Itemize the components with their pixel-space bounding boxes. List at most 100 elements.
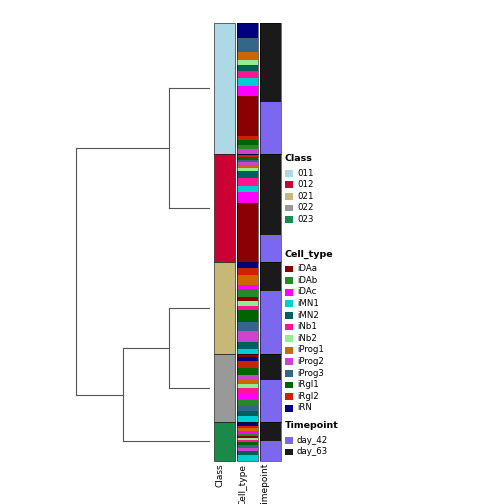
Bar [237, 368, 258, 375]
Text: iMN1: iMN1 [297, 299, 319, 308]
Text: iDAa: iDAa [297, 264, 317, 273]
Bar [285, 266, 293, 272]
Bar [260, 23, 281, 154]
Bar [260, 235, 281, 262]
Text: 021: 021 [297, 192, 313, 201]
Text: day_63: day_63 [297, 447, 328, 456]
Bar [214, 354, 235, 422]
Bar [237, 354, 258, 357]
Bar [237, 268, 258, 276]
Bar [260, 154, 281, 262]
Bar [214, 154, 235, 262]
Bar [214, 23, 235, 154]
Text: day_42: day_42 [297, 435, 328, 445]
Text: iRN: iRN [297, 403, 312, 412]
Bar [237, 431, 258, 434]
Bar [214, 262, 235, 354]
Bar [237, 357, 258, 361]
Bar [237, 416, 258, 422]
Bar [237, 23, 258, 154]
Bar [260, 354, 281, 380]
Bar [237, 306, 258, 310]
Bar [237, 72, 258, 78]
Bar [237, 361, 258, 368]
Bar [285, 300, 293, 307]
Text: iProg1: iProg1 [297, 345, 324, 354]
Bar [285, 193, 293, 200]
Bar [237, 440, 258, 442]
Bar [237, 154, 258, 155]
Bar [237, 160, 258, 162]
Bar [237, 354, 258, 422]
Bar [237, 436, 258, 438]
Bar [285, 181, 293, 188]
Bar [237, 388, 258, 393]
Bar [237, 96, 258, 136]
Text: Class: Class [285, 154, 312, 163]
Bar [237, 136, 258, 140]
Bar [260, 262, 281, 291]
Bar [237, 276, 258, 285]
Bar [237, 448, 258, 451]
Text: Cell_type: Cell_type [238, 464, 247, 504]
Bar [237, 203, 258, 262]
Text: iDAb: iDAb [297, 276, 317, 285]
Bar [237, 65, 258, 72]
Bar [285, 370, 293, 377]
Bar [237, 422, 258, 461]
Text: Timepoint: Timepoint [261, 464, 270, 504]
Bar [260, 422, 281, 461]
Bar [285, 312, 293, 319]
Bar [214, 422, 235, 461]
Text: iRgl1: iRgl1 [297, 380, 319, 389]
Text: iNb1: iNb1 [297, 322, 317, 331]
Bar [237, 393, 258, 400]
Text: Cell_type: Cell_type [285, 249, 333, 259]
Bar [237, 38, 258, 51]
Bar [237, 342, 258, 349]
Text: iDAc: iDAc [297, 287, 317, 296]
Text: Timepoint: Timepoint [285, 421, 339, 430]
Text: iRgl2: iRgl2 [297, 392, 319, 401]
Text: 011: 011 [297, 168, 313, 177]
Bar [237, 178, 258, 186]
Bar [285, 289, 293, 295]
Bar [260, 422, 281, 442]
Bar [285, 324, 293, 331]
Bar [237, 171, 258, 178]
Bar [260, 102, 281, 154]
Bar [237, 162, 258, 165]
Text: iProg2: iProg2 [297, 357, 324, 366]
Bar [237, 331, 258, 342]
Bar [237, 375, 258, 380]
Bar [260, 262, 281, 354]
Bar [237, 154, 258, 262]
Bar [237, 140, 258, 145]
Text: iProg3: iProg3 [297, 368, 324, 377]
Bar [237, 380, 258, 384]
Bar [237, 59, 258, 65]
Bar [285, 170, 293, 177]
Bar [237, 426, 258, 427]
Bar [237, 451, 258, 455]
Bar [285, 347, 293, 354]
Bar [237, 23, 258, 38]
Bar [285, 205, 293, 212]
Text: iNb2: iNb2 [297, 334, 317, 343]
Bar [237, 445, 258, 448]
Bar [237, 438, 258, 440]
Bar [285, 437, 293, 444]
Bar [237, 310, 258, 322]
Bar [237, 262, 258, 354]
Bar [237, 349, 258, 354]
Bar [285, 405, 293, 412]
Bar [237, 165, 258, 168]
Bar [237, 400, 258, 405]
Bar [237, 289, 258, 297]
Bar [237, 186, 258, 192]
Bar [260, 23, 281, 102]
Bar [237, 322, 258, 331]
Bar [285, 449, 293, 456]
Bar [285, 393, 293, 400]
Bar [237, 297, 258, 301]
